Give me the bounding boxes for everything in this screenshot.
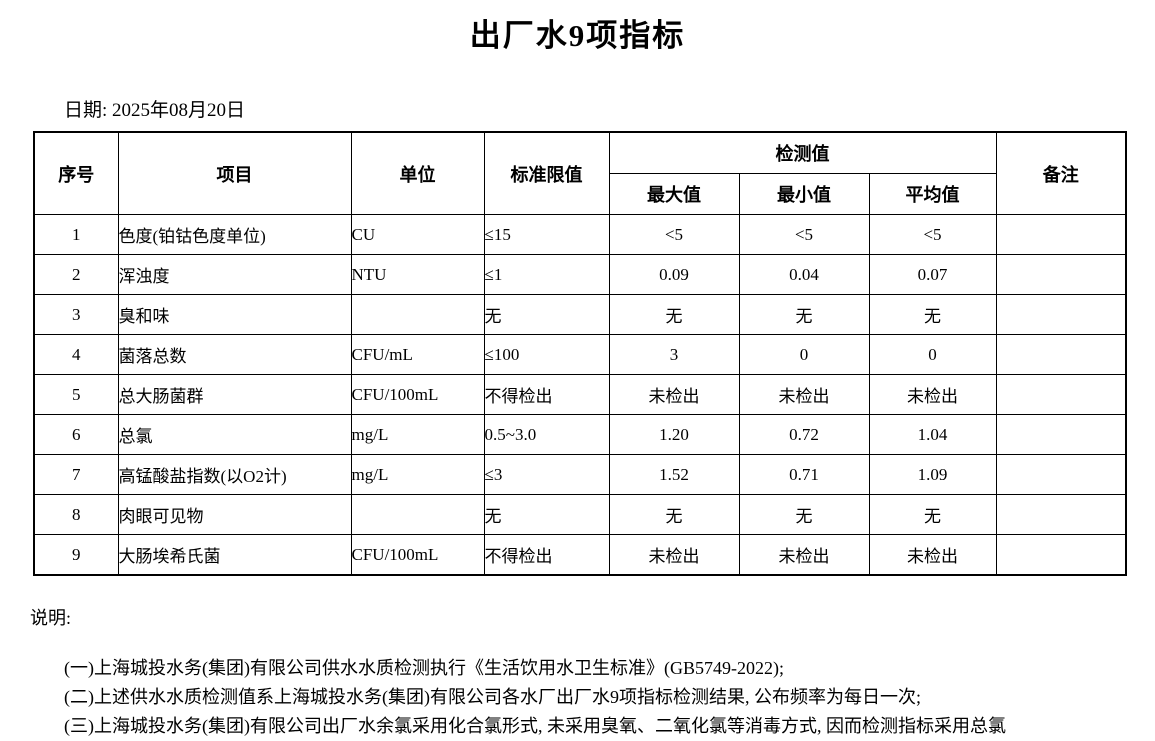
cell-remark [995,254,1127,295]
cell-unit: mg/L [350,414,485,455]
cell-min: 0 [738,334,870,375]
cell-min: 0.04 [738,254,870,295]
cell-item: 肉眼可见物 [117,494,352,535]
table-row: 7 高锰酸盐指数(以O2计) mg/L ≤3 1.52 0.71 1.09 [33,454,1127,495]
water-quality-table: 序号 项目 单位 标准限值 检测值 备注 最大值 最小值 平均值 1 色度(铂钴… [33,131,1128,576]
cell-max: 3 [608,334,740,375]
cell-avg: 0.07 [868,254,997,295]
cell-max: 1.52 [608,454,740,495]
cell-remark [995,214,1127,255]
cell-min: 未检出 [738,534,870,576]
cell-unit: CU [350,214,485,255]
cell-item: 总氯 [117,414,352,455]
cell-unit: mg/L [350,454,485,495]
col-header-unit: 单位 [350,131,485,215]
col-header-max: 最大值 [608,173,740,215]
cell-seq: 1 [33,214,119,255]
cell-limit: ≤100 [483,334,610,375]
table-row: 6 总氯 mg/L 0.5~3.0 1.20 0.72 1.04 [33,414,1127,455]
cell-unit: CFU/mL [350,334,485,375]
cell-item: 总大肠菌群 [117,374,352,415]
cell-avg: 未检出 [868,374,997,415]
cell-seq: 9 [33,534,119,576]
cell-seq: 4 [33,334,119,375]
cell-limit: 不得检出 [483,374,610,415]
table-row: 9 大肠埃希氏菌 CFU/100mL 不得检出 未检出 未检出 未检出 [33,534,1127,576]
col-header-avg: 平均值 [868,173,997,215]
table-row: 1 色度(铂钴色度单位) CU ≤15 <5 <5 <5 [33,214,1127,255]
table-row: 5 总大肠菌群 CFU/100mL 不得检出 未检出 未检出 未检出 [33,374,1127,415]
cell-remark [995,294,1127,335]
col-header-remark: 备注 [995,131,1127,215]
cell-unit [350,294,485,335]
cell-item: 浑浊度 [117,254,352,295]
table-row: 2 浑浊度 NTU ≤1 0.09 0.04 0.07 [33,254,1127,295]
cell-limit: ≤15 [483,214,610,255]
cell-seq: 5 [33,374,119,415]
cell-avg: <5 [868,214,997,255]
cell-item: 高锰酸盐指数(以O2计) [117,454,352,495]
cell-max: 未检出 [608,374,740,415]
report-date: 日期: 2025年08月20日 [64,100,246,121]
cell-max: <5 [608,214,740,255]
col-header-item: 项目 [117,131,352,215]
cell-min: 无 [738,294,870,335]
header-row-sub: 最大值 最小值 平均值 [34,173,1126,215]
cell-remark [995,454,1127,495]
notes-label: 说明: [30,608,72,628]
cell-avg: 0 [868,334,997,375]
cell-min: 0.72 [738,414,870,455]
cell-unit [350,494,485,535]
cell-seq: 3 [33,294,119,335]
cell-remark [995,334,1127,375]
cell-item: 色度(铂钴色度单位) [117,214,352,255]
cell-item: 大肠埃希氏菌 [117,534,352,576]
cell-max: 无 [608,494,740,535]
page-title: 出厂水9项指标 [469,18,686,53]
cell-min: 0.71 [738,454,870,495]
note-item: (一)上海城投水务(集团)有限公司供水水质检测执行《生活饮用水卫生标准》(GB5… [64,658,784,678]
cell-seq: 6 [33,414,119,455]
note-item: (三)上海城投水务(集团)有限公司出厂水余氯采用化合氯形式, 未采用臭氧、二氧化… [64,716,1006,736]
cell-limit: 不得检出 [483,534,610,576]
cell-max: 1.20 [608,414,740,455]
cell-remark [995,374,1127,415]
cell-unit: CFU/100mL [350,374,485,415]
table-row: 4 菌落总数 CFU/mL ≤100 3 0 0 [33,334,1127,375]
cell-min: 未检出 [738,374,870,415]
table-row: 8 肉眼可见物 无 无 无 无 [33,494,1127,535]
cell-limit: 无 [483,294,610,335]
cell-avg: 无 [868,494,997,535]
cell-unit: NTU [350,254,485,295]
cell-seq: 8 [33,494,119,535]
cell-avg: 无 [868,294,997,335]
cell-limit: 无 [483,494,610,535]
cell-limit: ≤1 [483,254,610,295]
cell-limit: ≤3 [483,454,610,495]
cell-avg: 未检出 [868,534,997,576]
cell-remark [995,414,1127,455]
cell-max: 未检出 [608,534,740,576]
col-header-min: 最小值 [738,173,870,215]
cell-max: 0.09 [608,254,740,295]
cell-max: 无 [608,294,740,335]
cell-min: <5 [738,214,870,255]
cell-item: 菌落总数 [117,334,352,375]
col-header-detection: 检测值 [608,131,997,174]
cell-limit: 0.5~3.0 [483,414,610,455]
table-row: 3 臭和味 无 无 无 无 [33,294,1127,335]
note-item: (二)上述供水水质检测值系上海城投水务(集团)有限公司各水厂出厂水9项指标检测结… [64,687,921,707]
cell-min: 无 [738,494,870,535]
cell-avg: 1.04 [868,414,997,455]
cell-remark [995,494,1127,535]
cell-seq: 7 [33,454,119,495]
col-header-seq: 序号 [33,131,119,215]
cell-avg: 1.09 [868,454,997,495]
cell-remark [995,534,1127,576]
cell-unit: CFU/100mL [350,534,485,576]
header-row-top: 序号 项目 单位 标准限值 检测值 备注 [33,131,1127,215]
cell-item: 臭和味 [117,294,352,335]
cell-seq: 2 [33,254,119,295]
col-header-limit: 标准限值 [483,131,610,215]
